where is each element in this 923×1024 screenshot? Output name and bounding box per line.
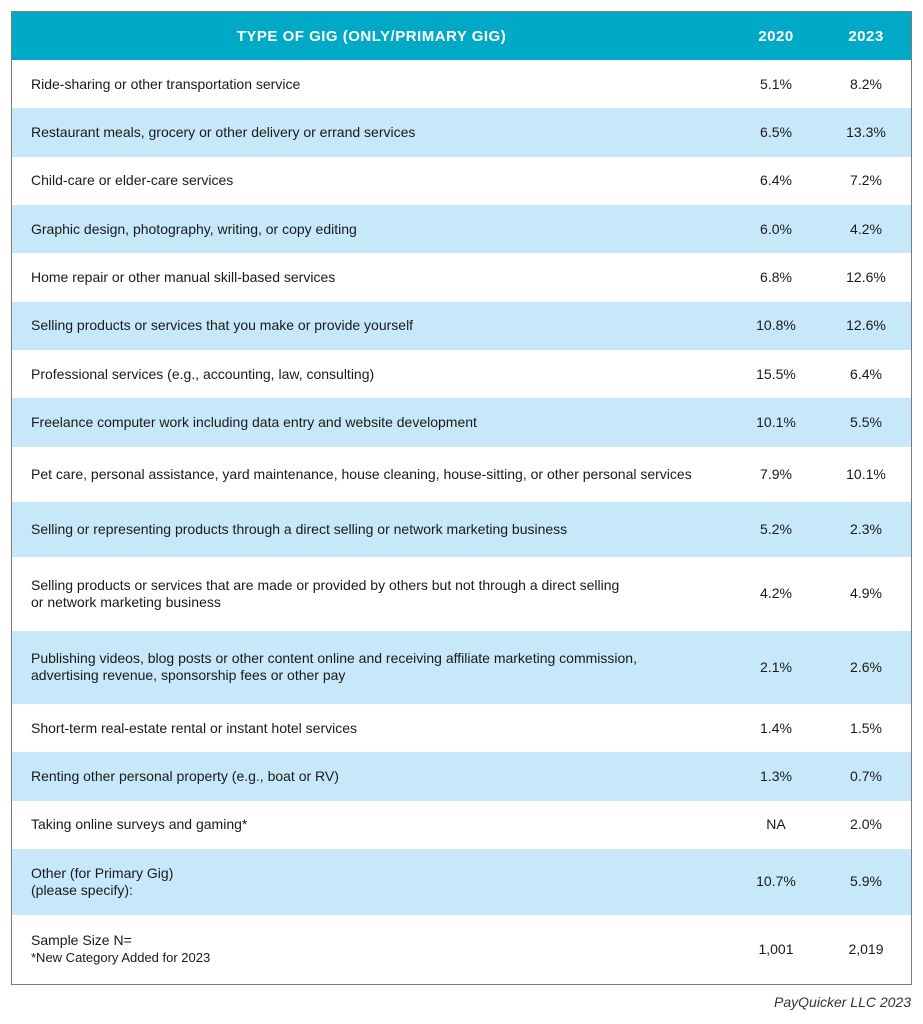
- value-2020-cell: NA: [731, 800, 821, 850]
- value-2023-cell: 1.5%: [821, 704, 911, 753]
- sample-size-row: Sample Size N= *New Category Added for 2…: [12, 914, 911, 984]
- header-2023: 2023: [821, 12, 911, 60]
- table-row: Selling products or services that are ma…: [12, 557, 911, 631]
- gig-type-cell: Other (for Primary Gig) (please specify)…: [12, 849, 731, 915]
- table-row: Publishing videos, blog posts or other c…: [12, 630, 911, 705]
- value-2023-cell: 6.4%: [821, 349, 911, 399]
- value-2023-cell: 12.6%: [821, 253, 911, 302]
- gig-type-cell: Renting other personal property (e.g., b…: [12, 752, 731, 801]
- gig-type-line-1: Other (for Primary Gig): [31, 864, 174, 881]
- value-2023-cell: 8.2%: [821, 60, 911, 109]
- gig-type-cell: Taking online surveys and gaming*: [12, 800, 731, 850]
- gig-type-cell: Freelance computer work including data e…: [12, 398, 731, 447]
- value-2023-cell: 7.2%: [821, 156, 911, 205]
- table-row: Restaurant meals, grocery or other deliv…: [12, 108, 911, 157]
- gig-type-cell: Selling products or services that you ma…: [12, 301, 731, 350]
- table-row: Freelance computer work including data e…: [12, 398, 911, 447]
- header-2020: 2020: [731, 12, 821, 60]
- value-2023-cell: 4.9%: [821, 557, 911, 631]
- table-row: Other (for Primary Gig) (please specify)…: [12, 849, 911, 915]
- gig-type-cell: Graphic design, photography, writing, or…: [12, 204, 731, 254]
- value-2020-cell: 10.8%: [731, 301, 821, 350]
- table-row: Renting other personal property (e.g., b…: [12, 752, 911, 801]
- value-2023-cell: 13.3%: [821, 108, 911, 157]
- value-2020-cell: 4.2%: [731, 557, 821, 631]
- table-row: Ride-sharing or other transportation ser…: [12, 60, 911, 109]
- value-2020-cell: 6.5%: [731, 108, 821, 157]
- gig-type-cell: Publishing videos, blog posts or other c…: [12, 630, 731, 705]
- sample-size-label: Sample Size N=: [31, 932, 132, 949]
- value-2020-cell: 5.2%: [731, 501, 821, 558]
- value-2023-cell: 2.6%: [821, 630, 911, 705]
- header-type-of-gig: TYPE OF GIG (ONLY/PRIMARY GIG): [12, 12, 731, 60]
- gig-type-cell: Selling or representing products through…: [12, 501, 731, 558]
- table-header-row: TYPE OF GIG (ONLY/PRIMARY GIG) 2020 2023: [12, 12, 911, 60]
- value-2020-cell: 5.1%: [731, 60, 821, 109]
- gig-type-cell: Selling products or services that are ma…: [12, 557, 731, 631]
- new-category-note: *New Category Added for 2023: [31, 950, 211, 966]
- value-2020-cell: 6.4%: [731, 156, 821, 205]
- gig-type-cell: Professional services (e.g., accounting,…: [12, 349, 731, 399]
- gig-type-cell: Child-care or elder-care services: [12, 156, 731, 205]
- gig-type-line-2: (please specify):: [31, 881, 133, 898]
- value-2023-cell: 5.5%: [821, 398, 911, 447]
- value-2020-cell: 2.1%: [731, 630, 821, 705]
- gig-type-line-2: or network marketing business: [31, 593, 221, 610]
- table-row: Selling or representing products through…: [12, 501, 911, 558]
- value-2023-cell: 2.3%: [821, 501, 911, 558]
- value-2020-cell: 10.1%: [731, 398, 821, 447]
- gig-type-table: TYPE OF GIG (ONLY/PRIMARY GIG) 2020 2023…: [12, 12, 911, 984]
- table-row: Short-term real-estate rental or instant…: [12, 704, 911, 753]
- value-2023-cell: 10.1%: [821, 446, 911, 502]
- table-row: Selling products or services that you ma…: [12, 301, 911, 350]
- sample-size-cell: Sample Size N= *New Category Added for 2…: [12, 914, 731, 984]
- gig-type-cell: Pet care, personal assistance, yard main…: [12, 446, 731, 502]
- value-2020-cell: 7.9%: [731, 446, 821, 502]
- value-2020-cell: 15.5%: [731, 349, 821, 399]
- value-2023-cell: 12.6%: [821, 301, 911, 350]
- value-2020-cell: 6.8%: [731, 253, 821, 302]
- table-row: Pet care, personal assistance, yard main…: [12, 446, 911, 502]
- gig-type-line-1: Selling products or services that are ma…: [31, 576, 620, 593]
- value-2020-cell: 1.4%: [731, 704, 821, 753]
- gig-type-cell: Home repair or other manual skill-based …: [12, 253, 731, 302]
- table-row: Child-care or elder-care services 6.4% 7…: [12, 156, 911, 205]
- value-2023-cell: 5.9%: [821, 849, 911, 915]
- value-2020-cell: 1.3%: [731, 752, 821, 801]
- source-credit: PayQuicker LLC 2023: [774, 994, 911, 1010]
- table-row: Graphic design, photography, writing, or…: [12, 204, 911, 254]
- gig-type-cell: Short-term real-estate rental or instant…: [12, 704, 731, 753]
- value-2020-cell: 10.7%: [731, 849, 821, 915]
- gig-type-table-container: TYPE OF GIG (ONLY/PRIMARY GIG) 2020 2023…: [11, 11, 912, 985]
- value-2020-cell: 6.0%: [731, 204, 821, 254]
- sample-size-2020-cell: 1,001: [731, 914, 821, 984]
- value-2023-cell: 4.2%: [821, 204, 911, 254]
- gig-type-cell: Ride-sharing or other transportation ser…: [12, 60, 731, 109]
- gig-type-cell: Restaurant meals, grocery or other deliv…: [12, 108, 731, 157]
- table-row: Home repair or other manual skill-based …: [12, 253, 911, 302]
- table-row: Professional services (e.g., accounting,…: [12, 349, 911, 399]
- value-2023-cell: 2.0%: [821, 800, 911, 850]
- table-row: Taking online surveys and gaming* NA 2.0…: [12, 800, 911, 850]
- gig-type-line-2: advertising revenue, sponsorship fees or…: [31, 667, 346, 684]
- value-2023-cell: 0.7%: [821, 752, 911, 801]
- gig-type-line-1: Publishing videos, blog posts or other c…: [31, 650, 637, 667]
- sample-size-2023-cell: 2,019: [821, 914, 911, 984]
